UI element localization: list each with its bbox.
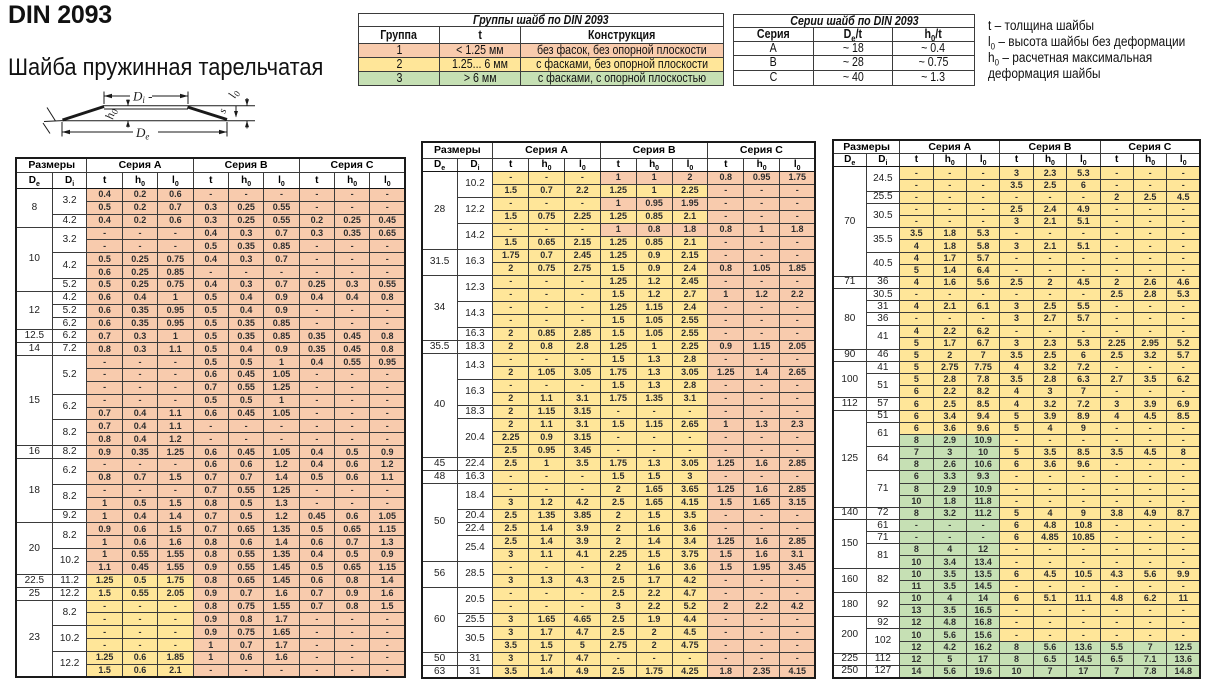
svg-text:De: De bbox=[135, 125, 149, 142]
svg-text:l0: l0 bbox=[225, 87, 243, 101]
svg-text:s: s bbox=[217, 107, 230, 115]
svg-text:Di -: Di - bbox=[132, 89, 153, 106]
